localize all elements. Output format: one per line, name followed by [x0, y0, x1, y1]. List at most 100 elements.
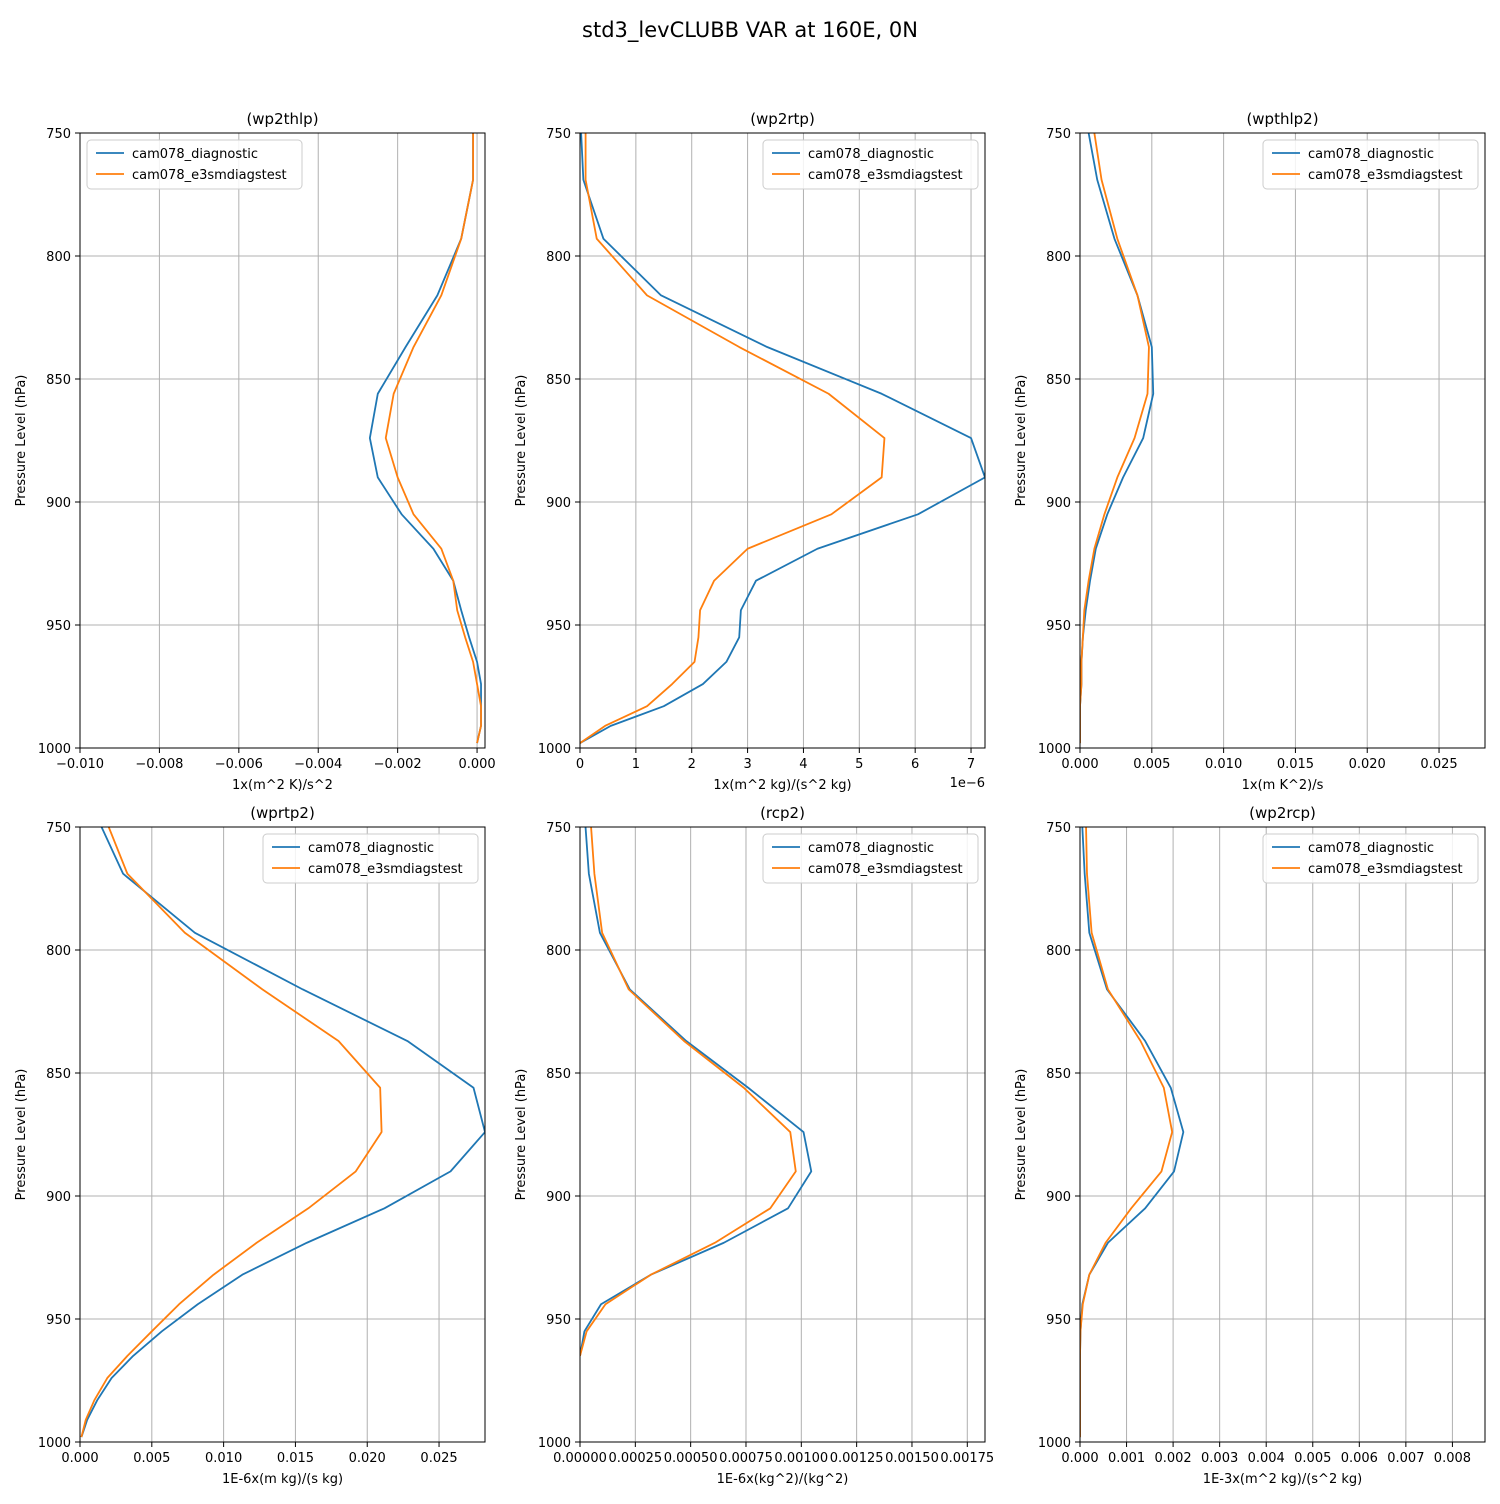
legend-label-e3smdiagstest: cam078_e3smdiagstest	[1308, 862, 1463, 877]
y-tick-label: 800	[46, 250, 71, 265]
panel-1: −0.010 −0.008 −0.006 −0.004 −0.002 0.000 750 80…	[14, 110, 496, 793]
y-axis-label: Pressure Level (hPa)	[14, 375, 29, 507]
y-tick-label: 900	[46, 1190, 71, 1205]
x-tick-label: 0.000	[1061, 1451, 1098, 1466]
panel-5: 0.00000 0.00025 0.00050 0.00075 0.00100 0.001…	[514, 804, 994, 1487]
x-axis-label: 1x(m K^2)/s	[1242, 778, 1324, 793]
y-tick-label: 900	[1046, 1190, 1071, 1205]
y-tick-label: 950	[546, 1313, 571, 1328]
legend-label-diagnostic: cam078_diagnostic	[808, 841, 934, 856]
panel-title: (wp2rcp)	[1249, 804, 1316, 822]
y-axis-label: Pressure Level (hPa)	[1014, 375, 1029, 507]
y-tick-label: 1000	[1038, 742, 1071, 757]
axes-frame	[1079, 826, 1486, 1443]
legend-label-diagnostic: cam078_diagnostic	[1308, 147, 1434, 162]
x-tick-label: 0.003	[1201, 1451, 1238, 1466]
series-line-e3smdiagstest	[384, 133, 482, 744]
y-axis-label: Pressure Level (hPa)	[1014, 1069, 1029, 1201]
x-tick-label: 0.005	[133, 1451, 170, 1466]
legend-frame	[86, 139, 303, 190]
x-tick-label: 0.005	[1133, 757, 1170, 772]
x-tick-label: 0.00050	[664, 1451, 718, 1466]
y-tick-label: 900	[546, 1190, 571, 1205]
legend-label-e3smdiagstest: cam078_e3smdiagstest	[808, 862, 963, 877]
x-axis-label: 1x(m^2 K)/s^2	[232, 778, 333, 793]
legend-label-diagnostic: cam078_diagnostic	[808, 147, 934, 162]
x-tick-label: 0.010	[1205, 757, 1242, 772]
x-tick-label: −0.002	[374, 757, 422, 772]
y-tick-label: 850	[546, 373, 571, 388]
legend-frame	[262, 833, 479, 884]
legend: cam078_diagnostic cam078_e3smdiagstest	[262, 833, 479, 884]
axes-frame	[79, 132, 486, 749]
y-tick-label: 750	[46, 821, 71, 836]
x-tick-label: 0.00025	[608, 1451, 662, 1466]
y-tick-label: 850	[1046, 373, 1071, 388]
legend-frame	[1262, 833, 1479, 884]
panel-4: 0.000 0.005 0.010 0.015 0.020 0.025 750 800 850 9…	[14, 804, 486, 1487]
x-tick-label: 5	[855, 757, 863, 772]
y-tick-label: 850	[546, 1067, 571, 1082]
legend-label-diagnostic: cam078_diagnostic	[1308, 841, 1434, 856]
x-tick-label: 0.000	[1061, 757, 1098, 772]
x-tick-label: −0.004	[294, 757, 342, 772]
series-line-e3smdiagstest	[1080, 133, 1150, 744]
y-axis-label: Pressure Level (hPa)	[514, 1069, 529, 1201]
y-tick-label: 800	[546, 944, 571, 959]
x-tick-label: 0.010	[205, 1451, 242, 1466]
y-axis-label: Pressure Level (hPa)	[14, 1069, 29, 1201]
y-tick-label: 750	[546, 821, 571, 836]
y-tick-label: 800	[1046, 944, 1071, 959]
x-tick-label: 2	[688, 757, 696, 772]
series-line-e3smdiagstest	[580, 827, 797, 1357]
legend: cam078_diagnostic cam078_e3smdiagstest	[762, 833, 979, 884]
series-group	[580, 827, 813, 1357]
x-tick-label: 1	[632, 757, 640, 772]
x-tick-label: 0.015	[277, 1451, 314, 1466]
x-tick-label: 7	[967, 757, 975, 772]
legend: cam078_diagnostic cam078_e3smdiagstest	[86, 139, 303, 190]
x-axis-label: 1E-3x(m^2 kg)/(s^2 kg)	[1203, 1472, 1362, 1487]
series-line-diagnostic	[580, 827, 813, 1357]
legend-frame	[762, 833, 979, 884]
series-line-diagnostic	[580, 133, 985, 744]
y-tick-label: 850	[46, 1067, 71, 1082]
x-tick-label: 0.004	[1248, 1451, 1285, 1466]
x-tick-label: 0.000	[458, 757, 495, 772]
y-tick-label: 1000	[38, 742, 71, 757]
y-tick-label: 750	[1046, 127, 1071, 142]
x-tick-label: 0.015	[1277, 757, 1314, 772]
x-tick-label: 0.025	[1420, 757, 1457, 772]
series-line-diagnostic	[368, 133, 482, 744]
series-group	[80, 827, 485, 1438]
x-tick-label: 0.00175	[940, 1451, 994, 1466]
x-tick-label: 6	[911, 757, 919, 772]
x-tick-label: 0.020	[1349, 757, 1386, 772]
y-tick-label: 850	[46, 373, 71, 388]
x-tick-label: 0.025	[420, 1451, 457, 1466]
series-group	[368, 133, 482, 744]
x-tick-label: 0.00075	[719, 1451, 773, 1466]
panel-2: 0 1 2 3 4 5 6 7 750 800 850 900 950 1000 (wp2rtp) 1x(m^…	[514, 110, 986, 793]
x-tick-label: −0.006	[215, 757, 263, 772]
legend: cam078_diagnostic cam078_e3smdiagstest	[1262, 139, 1479, 190]
y-tick-label: 750	[1046, 821, 1071, 836]
axes-frame	[579, 826, 986, 1443]
x-tick-label: 0.006	[1341, 1451, 1378, 1466]
axes-frame	[79, 826, 486, 1443]
panels-group: −0.010 −0.008 −0.006 −0.004 −0.002 0.00075080…	[14, 110, 1486, 1487]
series-line-e3smdiagstest	[580, 133, 886, 744]
y-tick-label: 750	[546, 127, 571, 142]
y-tick-label: 1000	[538, 742, 571, 757]
y-tick-label: 950	[46, 619, 71, 634]
panel-3: 0.000 0.005 0.010 0.015 0.020 0.025 750 800 850 9…	[1014, 110, 1486, 793]
series-group	[1080, 133, 1155, 744]
legend-label-e3smdiagstest: cam078_e3smdiagstest	[1308, 168, 1463, 183]
series-line-diagnostic	[80, 827, 485, 1438]
y-tick-label: 800	[546, 250, 571, 265]
y-tick-label: 1000	[538, 1436, 571, 1451]
x-tick-label: 3	[743, 757, 751, 772]
x-axis-label: 1x(m^2 kg)/(s^2 kg)	[713, 778, 851, 793]
y-tick-label: 950	[1046, 1313, 1071, 1328]
